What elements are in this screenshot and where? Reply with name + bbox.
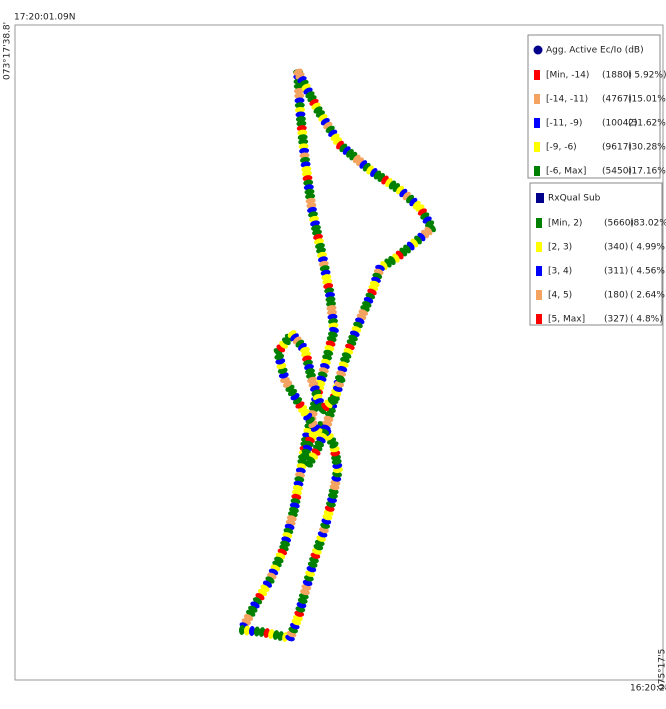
legend-range: [Min, 2) <box>548 219 582 229</box>
route-sample <box>303 179 314 186</box>
legend-count: (340) <box>604 243 628 253</box>
legend-count: (5450) <box>602 167 632 177</box>
route-sample <box>253 626 261 637</box>
legend-icon <box>533 45 543 55</box>
route-sample <box>294 87 304 95</box>
legend-percent: (17.16%) <box>628 167 666 177</box>
route-sample <box>297 129 308 136</box>
route-sample <box>248 626 256 636</box>
legend-range: [3, 4) <box>548 267 572 277</box>
legend-percent: (30.28%) <box>628 143 666 153</box>
legend-title: RxQual Sub <box>548 194 601 204</box>
legend-swatch <box>534 94 540 104</box>
legend-count: (5660) <box>604 219 634 229</box>
corner-label: 16:20:28 <box>630 684 666 694</box>
legend-swatch <box>534 142 540 152</box>
legend-count: (327) <box>604 315 628 325</box>
route-sample <box>272 630 280 640</box>
legend-percent: (15.01%) <box>628 95 666 105</box>
route-sample <box>294 97 305 104</box>
route-sample <box>301 170 312 177</box>
legend-percent: ( 5.92%) <box>628 71 666 81</box>
route-sample <box>243 625 251 636</box>
legend-box <box>529 182 663 326</box>
legend-percent: (83.02%) <box>630 219 666 229</box>
route-sample <box>295 116 306 123</box>
corner-label: 075°17'5 <box>658 649 666 690</box>
legend-swatch <box>536 266 542 276</box>
legend-range: [-9, -6) <box>546 143 577 153</box>
route-sample <box>296 120 307 127</box>
route-sample <box>297 134 308 141</box>
route-sample <box>299 152 310 159</box>
legend-percent: ( 2.64%) <box>630 291 666 301</box>
legend-percent: ( 4.99%) <box>630 243 666 253</box>
legends: Agg. Active Ec/Io (dB)[Min, -14) (1880)( … <box>527 34 666 326</box>
route-sample <box>298 138 309 145</box>
legend-range: [-14, -11) <box>546 95 588 105</box>
route-sample <box>304 188 315 195</box>
route-sample <box>298 143 309 150</box>
legend-percent: ( 4.56%) <box>630 267 666 277</box>
legend-range: [4, 5) <box>548 291 572 301</box>
route-sample <box>332 471 343 478</box>
route-sample <box>294 92 305 99</box>
legend-count: (10042) <box>602 119 638 129</box>
route-sample <box>305 193 316 200</box>
legend-percent: (31.62%) <box>628 119 666 129</box>
legend-count: (311) <box>604 267 628 277</box>
legend-swatch <box>536 314 542 324</box>
legend-icon <box>536 193 544 203</box>
route-sample <box>296 125 307 132</box>
legend-swatch <box>534 166 540 176</box>
legend-range: [5, Max] <box>548 315 585 325</box>
route-sample <box>295 111 306 118</box>
corner-label: 17:20:01.09N <box>14 13 75 23</box>
legend-count: (1880) <box>602 71 632 81</box>
legend-swatch <box>536 242 542 252</box>
legend-count: (9617) <box>602 143 632 153</box>
route-sample <box>300 161 311 168</box>
route-sample <box>258 627 266 637</box>
route-sample <box>299 147 310 154</box>
legend-range: [-11, -9) <box>546 119 582 129</box>
route-sample <box>294 102 305 109</box>
route <box>238 68 436 642</box>
route-sample <box>300 156 310 164</box>
legend-range: [Min, -14) <box>546 71 589 81</box>
legend-count: (4767) <box>602 95 632 105</box>
route-sample <box>303 460 314 468</box>
route-sample <box>305 197 316 204</box>
legend-box <box>527 34 661 179</box>
legend-swatch <box>534 118 540 128</box>
legend-swatch <box>536 290 542 300</box>
legend-title: Agg. Active Ec/Io (dB) <box>546 46 644 56</box>
route-sample <box>238 625 246 635</box>
legend-range: [-6, Max] <box>546 167 586 177</box>
route-sample <box>268 629 275 639</box>
legend-count: (180) <box>604 291 628 301</box>
route-sample <box>335 376 346 383</box>
route-sample <box>295 106 305 114</box>
route-sample <box>301 166 312 173</box>
corner-label: 073°17'38.8' <box>3 22 13 80</box>
legend-swatch <box>534 70 540 80</box>
legend-percent: ( 4.8%) <box>630 315 663 325</box>
legend-range: [2, 3) <box>548 243 572 253</box>
legend-swatch <box>536 218 542 228</box>
